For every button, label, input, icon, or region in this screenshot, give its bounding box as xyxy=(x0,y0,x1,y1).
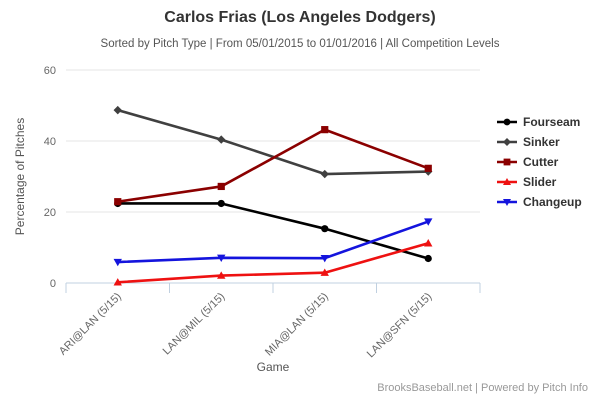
legend-marker-fourseam-icon xyxy=(497,118,517,126)
data-point-changeup-1[interactable] xyxy=(217,254,226,262)
series-line-sinker[interactable] xyxy=(117,108,429,176)
legend-item-slider[interactable]: Slider xyxy=(496,175,582,189)
legend-item-changeup[interactable]: Changeup xyxy=(496,195,582,209)
series-line-fourseam[interactable] xyxy=(117,202,429,260)
data-point-slider-0[interactable] xyxy=(113,278,122,286)
data-point-changeup-3[interactable] xyxy=(424,218,433,226)
legend-item-fourseam[interactable]: Fourseam xyxy=(496,115,582,129)
x-tick-label: ARI@LAN (5/15) xyxy=(57,291,124,358)
legend-label-cutter: Cutter xyxy=(523,155,559,169)
data-point-fourseam-1[interactable] xyxy=(217,199,225,208)
data-point-cutter-2[interactable] xyxy=(321,126,329,134)
series-line-slider[interactable] xyxy=(117,241,429,284)
legend-label-slider: Slider xyxy=(523,175,557,189)
legend-item-sinker[interactable]: Sinker xyxy=(496,135,582,149)
x-tick-label: LAN@MIL (5/15) xyxy=(161,291,228,358)
series-line-changeup[interactable] xyxy=(117,220,429,264)
legend-label-sinker: Sinker xyxy=(523,135,560,149)
data-point-cutter-3[interactable] xyxy=(424,164,432,172)
data-point-sinker-1[interactable] xyxy=(217,135,226,144)
legend-label-fourseam: Fourseam xyxy=(523,115,581,129)
legend: Fourseam Sinker Cutter Slider Changeup xyxy=(496,115,582,209)
x-tick-label: MIA@LAN (5/15) xyxy=(263,291,331,359)
chart-subtitle: Sorted by Pitch Type | From 05/01/2015 t… xyxy=(100,38,500,50)
legend-label-changeup: Changeup xyxy=(523,195,582,209)
legend-marker-sinker-icon xyxy=(497,138,517,146)
data-point-slider-3[interactable] xyxy=(424,239,433,247)
data-point-sinker-0[interactable] xyxy=(113,105,122,115)
data-point-slider-2[interactable] xyxy=(320,268,329,276)
y-axis-title: Percentage of Pitches xyxy=(13,118,27,235)
y-tick-label: 60 xyxy=(44,65,56,77)
legend-item-cutter[interactable]: Cutter xyxy=(496,155,582,169)
legend-marker-slider-icon xyxy=(497,178,517,185)
y-tick-label: 0 xyxy=(50,278,56,290)
y-tick-label: 20 xyxy=(44,207,56,219)
chart-title: Carlos Frias (Los Angeles Dodgers) xyxy=(164,9,436,26)
data-point-sinker-2[interactable] xyxy=(320,169,329,179)
data-point-cutter-0[interactable] xyxy=(114,198,122,206)
data-point-changeup-0[interactable] xyxy=(113,258,122,267)
data-point-fourseam-3[interactable] xyxy=(424,254,432,263)
credit-link[interactable]: BrooksBaseball.net | Powered by Pitch In… xyxy=(377,382,588,394)
data-point-slider-1[interactable] xyxy=(217,271,226,279)
y-tick-label: 40 xyxy=(44,136,56,148)
legend-marker-changeup-icon xyxy=(497,199,517,206)
data-point-fourseam-2[interactable] xyxy=(321,225,329,233)
series-line-cutter[interactable] xyxy=(117,128,429,203)
x-tick-label: LAN@SFN (5/15) xyxy=(365,291,435,361)
legend-marker-cutter-icon xyxy=(497,158,517,166)
data-point-cutter-1[interactable] xyxy=(217,182,225,191)
x-axis-title: Game xyxy=(257,360,290,374)
data-point-changeup-2[interactable] xyxy=(320,254,329,263)
